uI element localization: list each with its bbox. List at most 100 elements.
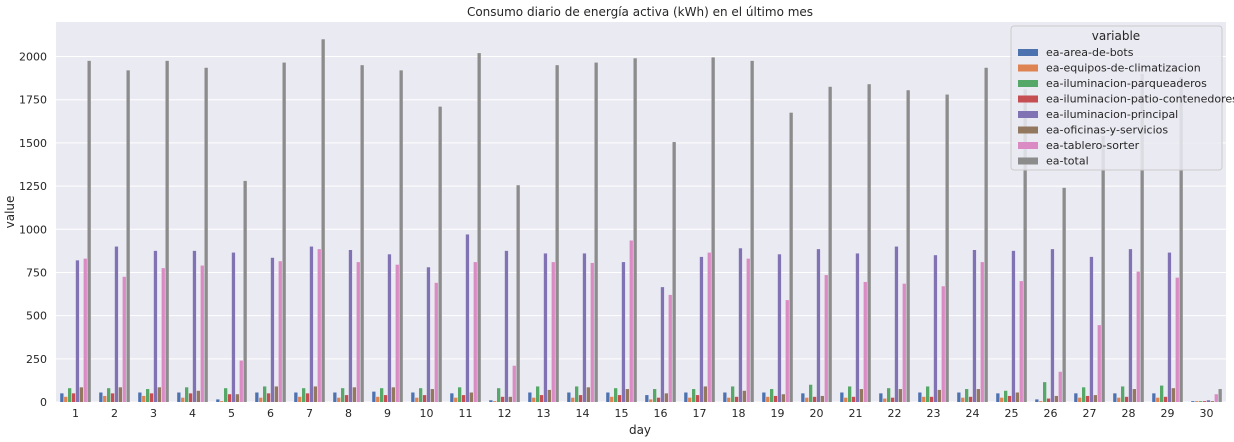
bar-ea-area-de-bots-day-26 [1035, 399, 1039, 402]
bar-ea-iluminacion-patio-contenedores-day-10 [422, 395, 427, 402]
bar-ea-total-day-25 [1023, 89, 1027, 403]
x-tick-label: 18 [732, 407, 746, 420]
bar-ea-iluminacion-patio-contenedores-day-9 [383, 395, 388, 402]
legend-swatch [1018, 64, 1038, 72]
bar-ea-area-de-bots-day-3 [138, 392, 142, 402]
bar-ea-equipos-de-climatizacion-day-4 [181, 397, 185, 402]
bar-ea-area-de-bots-day-2 [99, 392, 103, 402]
bar-ea-iluminacion-principal-day-26 [1050, 249, 1055, 402]
bar-ea-oficinas-y-servicios-day-3 [157, 387, 161, 402]
bar-ea-equipos-de-climatizacion-day-29 [1156, 397, 1160, 402]
x-tick-label: 29 [1161, 407, 1175, 420]
bar-ea-iluminacion-principal-day-14 [582, 253, 587, 402]
bar-ea-oficinas-y-servicios-day-30 [1210, 401, 1214, 402]
bar-ea-equipos-de-climatizacion-day-3 [142, 395, 146, 402]
bar-ea-iluminacion-principal-day-21 [855, 253, 860, 402]
bar-ea-iluminacion-parqueaderos-day-13 [536, 386, 540, 402]
y-tick-label: 1500 [19, 137, 47, 150]
bar-ea-iluminacion-parqueaderos-day-24 [965, 389, 969, 402]
bar-ea-area-de-bots-day-8 [333, 392, 337, 402]
bar-ea-iluminacion-parqueaderos-day-3 [146, 389, 150, 402]
bar-ea-total-day-14 [594, 62, 598, 403]
bar-ea-equipos-de-climatizacion-day-17 [688, 397, 692, 402]
bar-ea-iluminacion-patio-contenedores-day-17 [695, 395, 700, 402]
x-tick-label: 1 [72, 407, 79, 420]
bar-ea-equipos-de-climatizacion-day-1 [64, 396, 68, 402]
bar-ea-equipos-de-climatizacion-day-2 [103, 395, 107, 402]
bar-ea-oficinas-y-servicios-day-4 [196, 390, 200, 402]
legend-entry: ea-iluminacion-principal [1046, 108, 1178, 121]
legend-entry: ea-total [1046, 155, 1089, 168]
bar-ea-area-de-bots-day-20 [801, 393, 805, 402]
y-tick-label: 0 [40, 396, 47, 409]
bar-ea-iluminacion-patio-contenedores-day-6 [266, 393, 271, 402]
bar-ea-iluminacion-parqueaderos-day-25 [1004, 390, 1008, 402]
bar-ea-iluminacion-parqueaderos-day-22 [887, 388, 891, 402]
bar-ea-iluminacion-parqueaderos-day-20 [809, 384, 813, 402]
bar-ea-iluminacion-parqueaderos-day-4 [185, 387, 189, 402]
bar-ea-total-day-8 [360, 65, 364, 403]
bar-ea-area-de-bots-day-15 [606, 392, 610, 402]
bar-ea-area-de-bots-day-7 [294, 392, 298, 402]
bar-ea-tablero-sorter-day-21 [863, 281, 867, 402]
bar-ea-iluminacion-principal-day-10 [426, 267, 431, 402]
bar-ea-oficinas-y-servicios-day-26 [1054, 395, 1058, 402]
bar-ea-oficinas-y-servicios-day-14 [586, 387, 590, 402]
bar-ea-oficinas-y-servicios-day-12 [508, 396, 512, 402]
legend-entry: ea-iluminacion-patio-contenedores [1046, 93, 1234, 106]
bar-ea-equipos-de-climatizacion-day-23 [922, 396, 926, 402]
bar-ea-iluminacion-parqueaderos-day-26 [1043, 382, 1047, 402]
legend-swatch [1018, 49, 1038, 56]
bar-ea-area-de-bots-day-17 [684, 392, 688, 402]
bar-ea-iluminacion-patio-contenedores-day-12 [500, 396, 505, 402]
bar-ea-oficinas-y-servicios-day-13 [547, 389, 551, 402]
bar-ea-iluminacion-parqueaderos-day-15 [614, 388, 618, 402]
bar-ea-tablero-sorter-day-25 [1019, 281, 1023, 402]
bar-ea-total-day-24 [984, 67, 988, 403]
bar-ea-iluminacion-parqueaderos-day-16 [653, 389, 657, 402]
y-tick-label: 1000 [19, 223, 47, 236]
bar-ea-iluminacion-patio-contenedores-day-5 [227, 394, 232, 402]
x-tick-label: 2 [111, 407, 118, 420]
bar-ea-tablero-sorter-day-12 [512, 365, 516, 402]
bar-ea-iluminacion-principal-day-22 [894, 246, 899, 402]
bar-ea-equipos-de-climatizacion-day-15 [610, 396, 614, 402]
bar-ea-oficinas-y-servicios-day-17 [703, 386, 707, 402]
bar-ea-equipos-de-climatizacion-day-14 [571, 397, 575, 402]
bar-ea-area-de-bots-day-27 [1074, 393, 1078, 402]
bar-ea-iluminacion-parqueaderos-day-19 [770, 389, 774, 402]
bar-ea-iluminacion-patio-contenedores-day-8 [344, 395, 349, 402]
bar-ea-iluminacion-parqueaderos-day-2 [107, 388, 111, 402]
bar-ea-area-de-bots-day-13 [528, 392, 532, 402]
bar-ea-tablero-sorter-day-16 [668, 294, 672, 402]
y-tick-labels: 0 250 500 750 1000 1250 1500 1750 2000 [19, 51, 47, 409]
bar-ea-area-de-bots-day-24 [957, 392, 961, 402]
x-tick-label: 23 [927, 407, 941, 420]
bar-ea-total-day-27 [1101, 136, 1105, 402]
bar-ea-equipos-de-climatizacion-day-8 [337, 397, 341, 402]
y-tick-label: 500 [26, 310, 47, 323]
bar-ea-iluminacion-principal-day-2 [114, 246, 119, 402]
bar-ea-iluminacion-parqueaderos-day-5 [224, 388, 228, 402]
bar-ea-iluminacion-patio-contenedores-day-18 [734, 396, 739, 402]
bar-ea-iluminacion-parqueaderos-day-6 [263, 386, 267, 402]
bar-ea-equipos-de-climatizacion-day-24 [961, 397, 965, 402]
bar-ea-iluminacion-principal-day-25 [1011, 250, 1016, 402]
x-tick-label: 15 [615, 407, 629, 420]
bar-ea-iluminacion-principal-day-17 [699, 256, 704, 402]
bar-ea-oficinas-y-servicios-day-9 [391, 387, 395, 402]
bar-ea-equipos-de-climatizacion-day-5 [220, 401, 224, 402]
bar-ea-area-de-bots-day-28 [1113, 393, 1117, 402]
bar-ea-iluminacion-principal-day-28 [1128, 249, 1133, 402]
bar-ea-oficinas-y-servicios-day-7 [313, 386, 317, 402]
bar-ea-iluminacion-principal-day-15 [621, 262, 626, 402]
legend-box [1010, 25, 1223, 171]
bar-ea-total-day-11 [477, 53, 481, 403]
bar-ea-area-de-bots-day-6 [255, 392, 259, 402]
bar-ea-area-de-bots-day-25 [996, 393, 1000, 402]
bar-ea-iluminacion-principal-day-19 [777, 254, 782, 402]
bar-ea-tablero-sorter-day-26 [1058, 371, 1062, 402]
bar-ea-total-day-5 [243, 180, 247, 402]
bar-ea-area-de-bots-day-12 [489, 400, 493, 402]
